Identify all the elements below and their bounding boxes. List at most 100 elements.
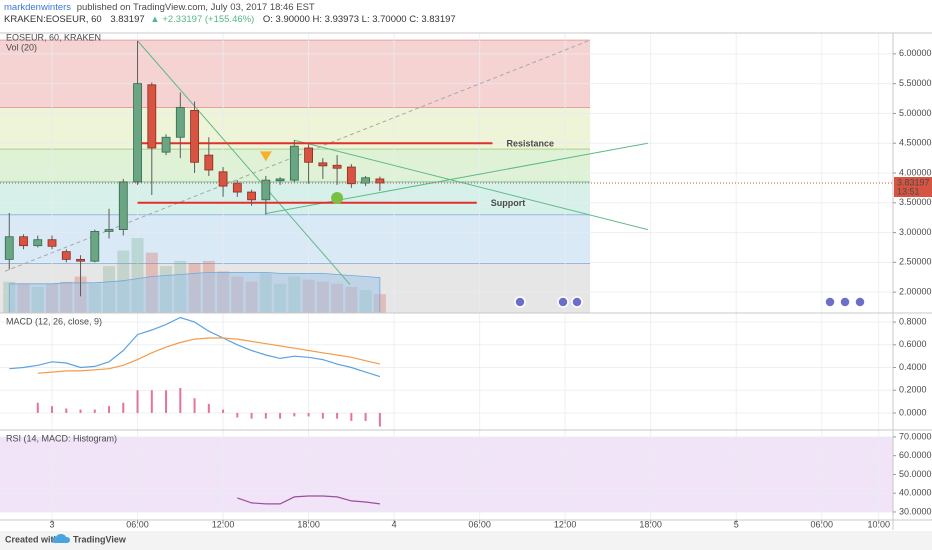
symbol: KRAKEN:EOSEUR, 60 xyxy=(4,14,102,25)
x-tick-label: 5 xyxy=(734,519,739,529)
histogram-bar xyxy=(207,403,210,413)
candle-body xyxy=(232,182,242,193)
histogram-bar xyxy=(279,412,282,419)
last-price: 3.83197 xyxy=(110,14,144,25)
event-icon[interactable] xyxy=(514,296,526,308)
series-line xyxy=(9,316,381,378)
histogram-bar xyxy=(236,412,239,418)
trend-line xyxy=(137,40,351,285)
author[interactable]: markdenwinters xyxy=(4,2,71,13)
event-icon[interactable] xyxy=(571,296,583,308)
footer-bar xyxy=(0,531,932,550)
pane xyxy=(0,33,893,313)
header-line-2: KRAKEN:EOSEUR, 60 3.83197 ▲ +2.33197 (+1… xyxy=(4,14,456,25)
histogram-bar xyxy=(222,409,225,413)
brand-logo xyxy=(52,534,70,543)
y-tick-label: 4.50000 xyxy=(899,138,932,148)
footer-brand[interactable]: TradingView xyxy=(73,534,127,544)
candle-body xyxy=(375,178,385,184)
histogram-bar xyxy=(193,398,196,413)
trend-line xyxy=(294,139,648,231)
series-line xyxy=(237,495,380,505)
pane xyxy=(0,313,893,430)
candle-body xyxy=(61,251,71,260)
level-label: Resistance xyxy=(506,139,554,149)
histogram-bar xyxy=(122,402,125,413)
pane-title: MACD (12, 26, close, 9) xyxy=(6,316,102,326)
candle-body xyxy=(19,236,28,247)
x-tick-label: 18:00 xyxy=(639,519,662,529)
candle-body xyxy=(4,236,14,260)
pane-title: EOSEUR, 60, KRAKEN xyxy=(6,32,101,42)
x-tick-label: 12:00 xyxy=(212,519,235,529)
last-price-box xyxy=(894,177,932,198)
ohlc: O: 3.90000 H: 3.93973 L: 3.70000 C: 3.83… xyxy=(263,14,456,25)
candle-body xyxy=(261,179,271,201)
y-tick-label: 0.0000 xyxy=(899,407,927,417)
histogram-bar xyxy=(36,402,39,413)
y-tick-label: 70.0000 xyxy=(899,431,932,441)
candle-body xyxy=(318,162,328,167)
candle-body xyxy=(147,84,157,149)
y-tick-label: 3.00000 xyxy=(899,227,932,237)
fib-zone xyxy=(0,181,591,215)
x-tick-label: 06:00 xyxy=(126,519,149,529)
candle-body xyxy=(90,230,100,262)
y-tick-label: 30.0000 xyxy=(899,506,932,516)
event-icon[interactable] xyxy=(839,296,851,308)
x-tick-label: 12:00 xyxy=(554,519,577,529)
histogram-bar xyxy=(307,412,310,417)
histogram-bar xyxy=(293,412,296,417)
published: published on TradingView.com, July 03, 2… xyxy=(77,2,315,13)
y-tick-label: 0.8000 xyxy=(899,316,927,326)
candle-body xyxy=(361,177,371,184)
histogram-bar xyxy=(378,412,381,427)
y-tick-label: 0.4000 xyxy=(899,362,927,372)
y-tick-label: 5.50000 xyxy=(899,78,932,88)
change: ▲ +2.33197 (+155.46%) xyxy=(150,14,254,25)
candle-body xyxy=(118,181,128,230)
candle-body xyxy=(289,145,299,181)
y-tick-label: 60.0000 xyxy=(899,450,932,460)
level-label: Support xyxy=(491,198,526,208)
y-tick-label: 0.6000 xyxy=(899,339,927,349)
candle-body xyxy=(33,239,43,247)
histogram-bar xyxy=(336,412,339,419)
histogram-bar xyxy=(65,408,68,413)
pane-title: RSI (14, MACD: Histogram) xyxy=(6,433,117,443)
last-price-label: 3.83197 xyxy=(897,177,930,187)
event-icon[interactable] xyxy=(854,296,866,308)
header-line-1: markdenwinters published on TradingView.… xyxy=(4,2,315,13)
y-tick-label: 2.50000 xyxy=(899,257,932,267)
y-tick-label: 0.2000 xyxy=(899,385,927,395)
event-icon[interactable] xyxy=(824,296,836,308)
event-icon[interactable] xyxy=(557,296,569,308)
histogram-bar xyxy=(51,406,54,413)
volume-title: Vol (20) xyxy=(6,42,37,52)
y-tick-label: 40.0000 xyxy=(899,488,932,498)
histogram-bar xyxy=(350,412,353,421)
candle-body xyxy=(204,154,214,171)
histogram-bar xyxy=(364,412,367,421)
volume-ma-area xyxy=(8,272,381,313)
x-tick-label: 06:00 xyxy=(810,519,833,529)
histogram-bar xyxy=(250,412,253,419)
candle-body xyxy=(247,191,256,201)
series-line xyxy=(37,337,381,374)
fib-zone xyxy=(0,40,591,108)
histogram-bar xyxy=(108,406,111,413)
candle-body xyxy=(161,136,171,153)
y-tick-label: 2.00000 xyxy=(899,287,932,297)
histogram-bar xyxy=(93,409,96,413)
y-tick-label: 50.0000 xyxy=(899,469,932,479)
histogram-bar xyxy=(165,390,168,413)
candle-body xyxy=(218,171,228,187)
candle-body xyxy=(346,166,356,185)
x-tick-label: 3 xyxy=(50,519,55,529)
candle-body xyxy=(133,83,142,183)
y-tick-label: 5.00000 xyxy=(899,108,932,118)
candle-body xyxy=(76,258,85,262)
candle-body xyxy=(47,239,57,247)
candle-body xyxy=(190,110,199,163)
